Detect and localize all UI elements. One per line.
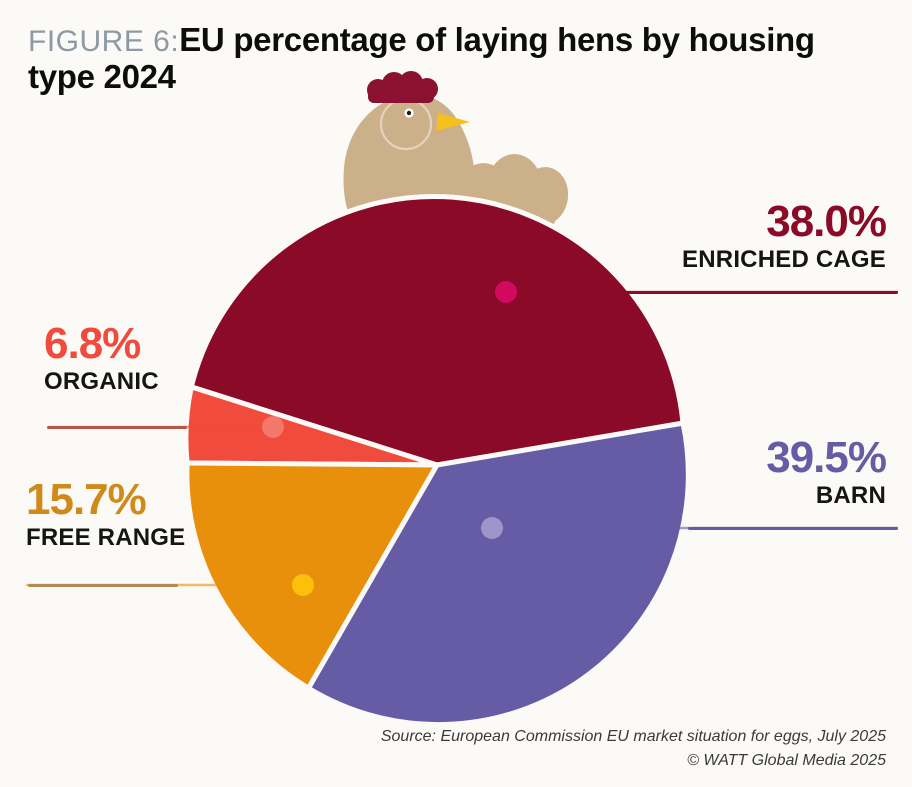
callout-organic-label: ORGANIC [44, 368, 159, 395]
callout-rule-barn [688, 527, 898, 530]
figure-label: FIGURE 6: [28, 25, 180, 58]
page-title: FIGURE 6:EU percentage of laying hens by… [28, 21, 884, 96]
callout-free-range-value: 15.7% [26, 475, 147, 524]
pie-slices [183, 194, 691, 728]
callout-enriched-cage-label: ENRICHED CAGE [682, 246, 886, 273]
figure-title-text: EU percentage of laying hens by housing … [28, 21, 815, 95]
source-note: Source: European Commission EU market si… [381, 725, 886, 773]
callout-enriched-cage-value: 38.0% [766, 197, 887, 246]
slice-barn[interactable] [305, 420, 691, 728]
callout-barn-value: 39.5% [766, 433, 887, 482]
callout-free-range-label: FREE RANGE [26, 524, 186, 551]
callout-organic: 6.8% ORGANIC [44, 322, 159, 396]
callout-barn: 39.5% BARN [766, 433, 887, 510]
callout-rule-free-range [28, 584, 178, 587]
leader-dot-free-range [292, 574, 314, 596]
callout-enriched-cage: 38.0% ENRICHED CAGE [682, 197, 887, 274]
leader-dot-organic [262, 416, 284, 438]
leader-dot-barn [481, 517, 503, 539]
source-line-2: © WATT Global Media 2025 [687, 752, 886, 769]
callout-free-range: 15.7% FREE RANGE [26, 478, 185, 552]
callout-rule-organic [47, 426, 187, 429]
source-line-1: Source: European Commission EU market si… [380, 728, 886, 745]
leader-dot-enriched-cage [495, 281, 517, 303]
callout-rule-enriched-cage [622, 291, 898, 294]
slice-enriched-cage[interactable] [188, 194, 686, 468]
callout-barn-label: BARN [815, 482, 886, 509]
callout-organic-value: 6.8% [44, 319, 141, 368]
slice-free-range[interactable] [184, 460, 442, 692]
